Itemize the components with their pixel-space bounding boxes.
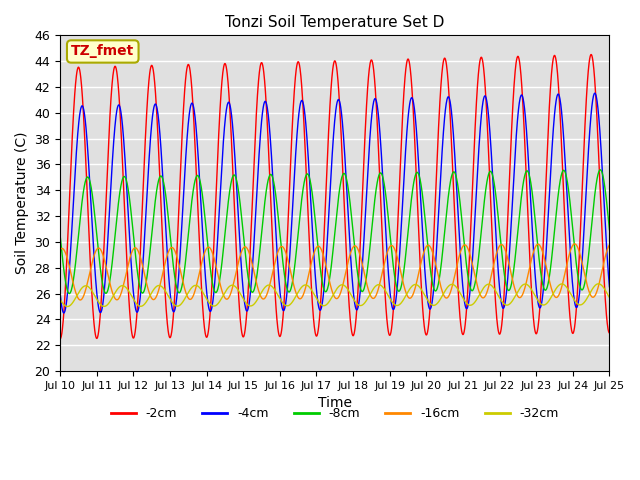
Y-axis label: Soil Temperature (C): Soil Temperature (C) [15,132,29,275]
Title: Tonzi Soil Temperature Set D: Tonzi Soil Temperature Set D [225,15,445,30]
X-axis label: Time: Time [318,396,352,410]
Legend: -2cm, -4cm, -8cm, -16cm, -32cm: -2cm, -4cm, -8cm, -16cm, -32cm [106,402,564,425]
Text: TZ_fmet: TZ_fmet [71,45,134,59]
